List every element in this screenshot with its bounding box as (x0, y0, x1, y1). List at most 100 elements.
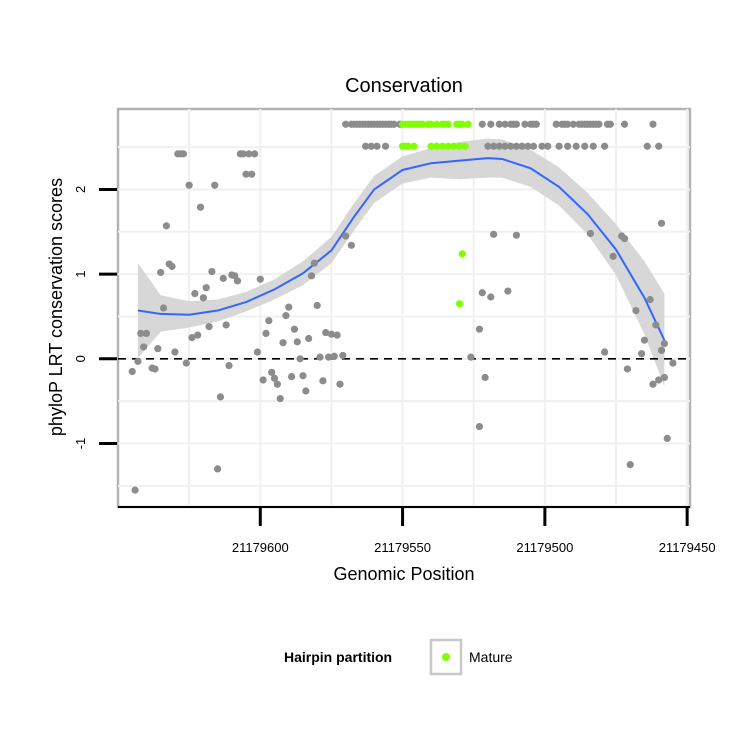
data-point (623, 365, 631, 373)
data-point (507, 142, 515, 150)
data-point (242, 170, 250, 178)
data-point (649, 380, 657, 388)
data-point (270, 374, 279, 382)
data-point (663, 434, 671, 443)
legend-title: Hairpin partition (284, 649, 392, 665)
smooth-line-layer (137, 157, 666, 341)
data-point (504, 287, 512, 295)
data-point (347, 241, 355, 249)
data-point-mature (450, 142, 458, 150)
data-point (316, 353, 324, 361)
data-point (555, 142, 563, 150)
data-point (552, 120, 560, 128)
data-point-mature (427, 142, 435, 150)
data-point (159, 304, 168, 312)
chart-title: Conservation (345, 75, 463, 97)
data-point (293, 338, 301, 346)
data-point (632, 306, 640, 315)
data-point (475, 422, 484, 431)
data-point (490, 142, 498, 150)
data-point (140, 343, 148, 351)
data-point (142, 329, 151, 338)
data-point (248, 170, 256, 178)
data-point (137, 329, 145, 338)
data-point (322, 328, 330, 337)
data-point (333, 331, 341, 339)
data-point (538, 142, 546, 150)
data-point (669, 359, 677, 367)
data-point (572, 142, 580, 150)
data-point (381, 142, 390, 150)
data-point (265, 317, 273, 325)
data-point-mature (444, 120, 452, 128)
data-point (339, 351, 347, 360)
data-point (595, 120, 603, 128)
data-point (657, 219, 666, 227)
data-point (390, 120, 398, 128)
y-tick-label: 2 (73, 186, 88, 193)
data-point (305, 334, 313, 343)
x-tick-label: 21179600 (232, 540, 289, 555)
y-tick-label: 0 (73, 355, 88, 362)
data-point (211, 181, 219, 189)
data-point (259, 376, 267, 384)
data-point-mature (433, 120, 441, 128)
data-point (467, 353, 475, 361)
data-point (342, 232, 350, 240)
data-point (327, 330, 336, 338)
data-point-mature (458, 120, 466, 128)
legend-key-mature-swatch (442, 653, 450, 661)
data-point (484, 142, 492, 150)
data-point (310, 259, 318, 267)
data-point (501, 120, 509, 128)
data-point (581, 142, 589, 150)
data-point (521, 120, 529, 128)
data-point (657, 346, 666, 354)
data-point (361, 142, 370, 150)
data-point (652, 321, 660, 329)
data-point (182, 359, 190, 367)
plot-panel (116, 107, 692, 509)
data-point (655, 376, 663, 384)
data-point (256, 275, 264, 283)
data-point (154, 345, 162, 353)
data-point (313, 301, 321, 310)
data-point (649, 120, 657, 128)
data-point-mature (404, 142, 412, 150)
data-point (640, 336, 649, 344)
data-point (225, 361, 233, 370)
x-tick-label: 21179500 (516, 540, 573, 555)
data-point (490, 230, 498, 238)
data-point (646, 295, 654, 304)
data-point (171, 348, 179, 356)
data-point (342, 120, 350, 128)
data-point (268, 368, 276, 376)
data-point (620, 120, 629, 128)
data-point (253, 348, 262, 356)
data-point (208, 267, 216, 276)
data-point-mature (461, 142, 469, 150)
data-point (481, 373, 489, 382)
data-point (564, 142, 572, 150)
data-point (609, 252, 617, 260)
data-point (501, 142, 509, 150)
data-point (151, 365, 159, 373)
data-point (128, 367, 136, 376)
legend: Hairpin partition Mature (284, 638, 513, 676)
data-point (529, 142, 538, 150)
data-point (660, 373, 668, 382)
data-point (606, 120, 614, 128)
data-point (196, 203, 205, 211)
data-point (643, 142, 651, 150)
data-point (279, 339, 287, 347)
x-tick-label: 21179550 (374, 540, 431, 555)
data-point-mature (410, 142, 418, 150)
data-point (487, 120, 495, 128)
y-tick-label: 1 (73, 271, 88, 278)
data-point (162, 222, 170, 230)
data-point (601, 142, 609, 150)
data-point (285, 303, 293, 311)
data-point-mature (427, 120, 435, 128)
data-point (287, 372, 296, 381)
